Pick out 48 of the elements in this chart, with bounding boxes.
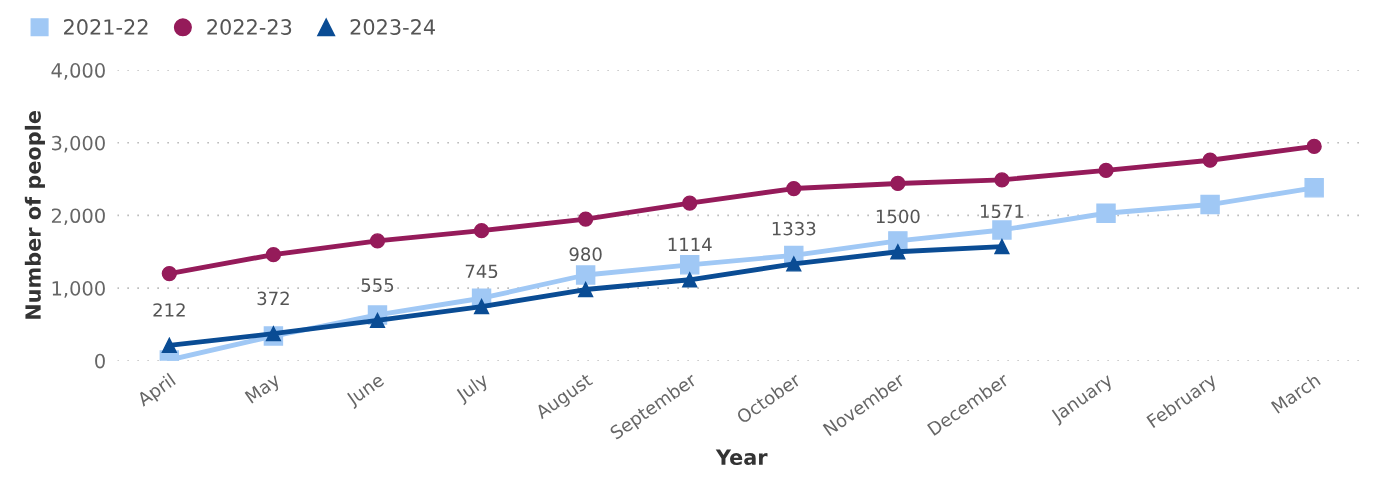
- legend-label: 2022-23: [207, 19, 292, 35]
- data-label: 1114: [668, 237, 712, 252]
- point: [1304, 178, 1324, 198]
- point: [161, 337, 177, 353]
- point: [575, 265, 596, 285]
- data-label: 1500: [876, 209, 920, 224]
- y-tick-label: 3,000: [52, 135, 105, 153]
- y-tick-label: 2,000: [51, 208, 105, 226]
- point: [1306, 138, 1322, 155]
- point: [265, 247, 282, 263]
- data-label: 555: [361, 278, 394, 292]
- data-label: 980: [569, 247, 602, 262]
- point: [994, 172, 1010, 188]
- x-axis-title: Year: [715, 449, 768, 466]
- data-label: 372: [257, 291, 289, 306]
- point: [682, 272, 698, 288]
- point: [577, 281, 594, 298]
- point: [890, 244, 906, 260]
- point: [992, 220, 1012, 240]
- legend-label: 2021-22: [64, 19, 148, 35]
- data-label: 1571: [980, 204, 1024, 219]
- point: [890, 175, 906, 192]
- point: [994, 238, 1010, 255]
- y-tick-label: 1,000: [52, 281, 105, 298]
- point: [888, 231, 908, 251]
- y-tick-label: 0: [95, 353, 105, 369]
- point: [473, 298, 490, 315]
- point: [1096, 203, 1116, 223]
- point: [682, 195, 698, 211]
- y-tick-label: 4,000: [51, 63, 105, 80]
- data-label: 1333: [772, 221, 816, 236]
- x-tick-label: July: [454, 372, 492, 406]
- point: [1202, 152, 1218, 168]
- point: [1098, 162, 1114, 179]
- y-axis-title: Number of people: [24, 111, 45, 319]
- point: [473, 223, 490, 239]
- point: [577, 211, 594, 227]
- point: [786, 180, 802, 197]
- data-label: 745: [465, 264, 498, 279]
- x-tick-label: May: [244, 372, 283, 407]
- point: [679, 255, 700, 275]
- legend-label: 2023-24: [350, 19, 435, 35]
- point: [161, 265, 177, 282]
- point: [786, 256, 802, 272]
- point: [369, 312, 386, 329]
- point: [369, 233, 386, 249]
- data-label: 212: [153, 303, 185, 317]
- point: [1200, 194, 1220, 215]
